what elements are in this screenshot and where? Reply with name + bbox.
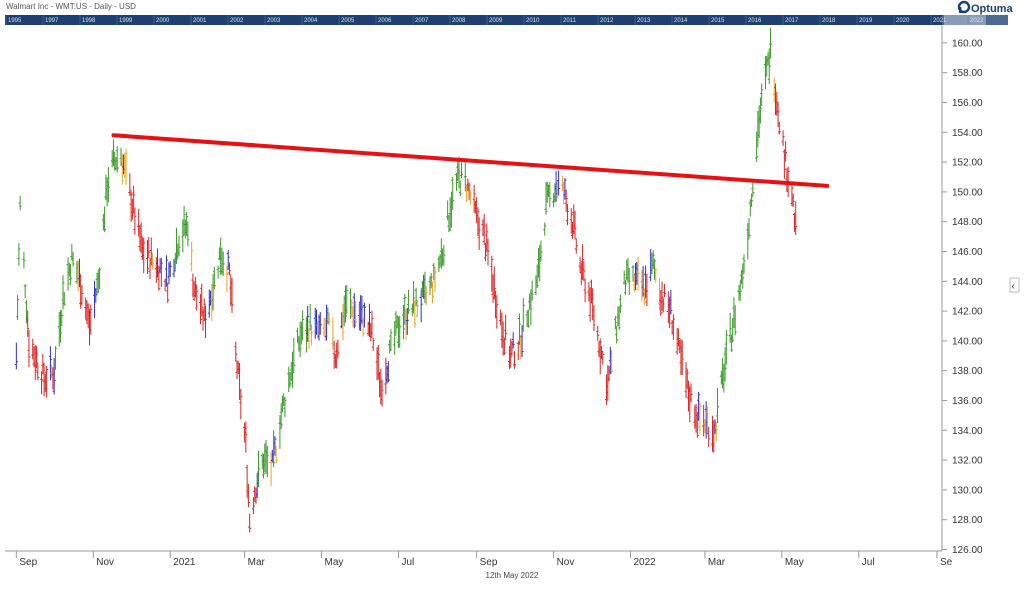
x-tick-label: Jul bbox=[401, 557, 414, 568]
overview-year-label: 2006 bbox=[378, 18, 392, 24]
overview-strip[interactable] bbox=[5, 15, 942, 25]
x-tick-label: Se bbox=[940, 557, 953, 568]
optuma-brand: Optuma bbox=[971, 3, 1013, 15]
overview-year-label: 2015 bbox=[711, 18, 725, 24]
trendline[interactable] bbox=[111, 133, 830, 188]
overview-year-label: 2009 bbox=[489, 18, 503, 24]
overview-year-label: 2011 bbox=[563, 18, 577, 24]
overview-year-label: 2016 bbox=[748, 18, 762, 24]
y-tick-label: 136.00 bbox=[952, 396, 983, 407]
x-tick-label: May bbox=[325, 557, 344, 568]
optuma-logo-icon-stem bbox=[959, 7, 962, 13]
y-tick-label: 134.00 bbox=[952, 426, 983, 437]
overview-year-label: 2019 bbox=[859, 18, 873, 24]
y-tick-label: 154.00 bbox=[952, 128, 983, 139]
overview-year-labels: 1995 1997 1998 1999 2000 2001 2002 2003 2004 2005… bbox=[5, 15, 984, 25]
current-date-label: 12th May 2022 bbox=[486, 571, 539, 580]
overview-year-label: 2001 bbox=[193, 18, 207, 24]
optuma-logo: Optuma bbox=[957, 0, 1013, 15]
overview-year-label: 2010 bbox=[526, 18, 540, 24]
overview-year-label: 1995 bbox=[8, 18, 22, 24]
y-tick-label: 156.00 bbox=[952, 98, 983, 109]
overview-year-label: 2021 bbox=[933, 18, 947, 24]
y-tick-label: 132.00 bbox=[952, 456, 983, 467]
overview-year-label: 2022 bbox=[970, 18, 984, 24]
overview-year-label: 2000 bbox=[156, 18, 170, 24]
price-bars bbox=[14, 27, 798, 533]
y-tick-label: 142.00 bbox=[952, 307, 983, 318]
y-tick-label: 126.00 bbox=[952, 545, 983, 556]
y-tick-label: 130.00 bbox=[952, 485, 983, 496]
y-tick-label: 140.00 bbox=[952, 336, 983, 347]
x-tick-label: May bbox=[785, 557, 804, 568]
y-axis: 126.00 128.00 130.00 132.00 134.00 136.00 138.… bbox=[942, 38, 983, 556]
collapse-icon[interactable]: ‹ bbox=[1012, 281, 1015, 292]
x-tick-label: 2022 bbox=[634, 557, 657, 568]
x-tick-label: 2021 bbox=[173, 557, 196, 568]
overview-year-label: 2003 bbox=[267, 18, 281, 24]
y-tick-label: 138.00 bbox=[952, 366, 983, 377]
overview-selection[interactable] bbox=[944, 15, 986, 25]
overview-year-label: 2007 bbox=[415, 18, 429, 24]
y-tick-label: 160.00 bbox=[952, 38, 983, 49]
x-axis: Sep Nov 2021 Mar May Jul Sep Nov 2022 Mar May Jul Se bbox=[15, 551, 953, 568]
overview-year-label: 2005 bbox=[341, 18, 355, 24]
overview-year-label: 1997 bbox=[45, 18, 59, 24]
overview-year-label: 2013 bbox=[637, 18, 651, 24]
x-tick-label: Sep bbox=[19, 557, 37, 568]
x-tick-label: Mar bbox=[708, 557, 726, 568]
y-tick-label: 128.00 bbox=[952, 515, 983, 526]
overview-year-label: 1999 bbox=[119, 18, 133, 24]
x-tick-label: Mar bbox=[248, 557, 266, 568]
x-tick-label: Nov bbox=[96, 557, 114, 568]
y-tick-label: 148.00 bbox=[952, 217, 983, 228]
overview-year-label: 2004 bbox=[304, 18, 318, 24]
overview-year-label: 2020 bbox=[896, 18, 910, 24]
y-tick-label: 152.00 bbox=[952, 158, 983, 169]
overview-year-label: 2018 bbox=[822, 18, 836, 24]
x-tick-label: Nov bbox=[557, 557, 575, 568]
x-tick-label: Jul bbox=[862, 557, 875, 568]
y-tick-label: 158.00 bbox=[952, 68, 983, 79]
y-tick-label: 146.00 bbox=[952, 247, 983, 258]
overview-year-label: 1998 bbox=[82, 18, 96, 24]
overview-year-label: 2002 bbox=[230, 18, 244, 24]
overview-year-label: 2014 bbox=[674, 18, 688, 24]
overview-year-label: 2012 bbox=[600, 18, 614, 24]
y-tick-label: 150.00 bbox=[952, 187, 983, 198]
overview-year-label: 2008 bbox=[452, 18, 466, 24]
chart-title: Walmart Inc - WMT:US - Daily - USD bbox=[6, 2, 136, 11]
price-axis-handle[interactable] bbox=[1009, 277, 1020, 293]
overview-year-label: 2017 bbox=[785, 18, 799, 24]
y-tick-label: 144.00 bbox=[952, 277, 983, 288]
x-tick-label: Sep bbox=[480, 557, 498, 568]
